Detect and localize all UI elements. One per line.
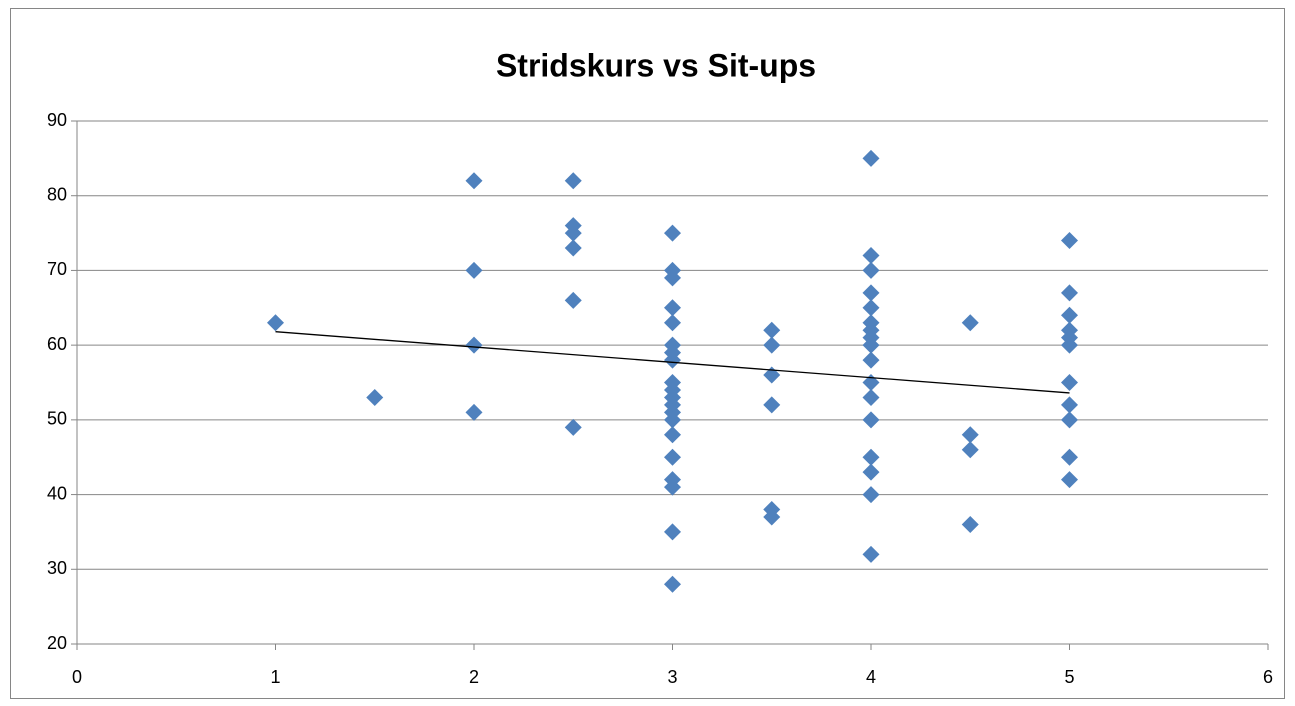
scatter-point	[1061, 336, 1078, 354]
scatter-point	[1061, 396, 1078, 414]
scatter-point	[465, 336, 483, 354]
x-tick-label: 1	[270, 667, 280, 687]
scatter-point	[961, 426, 979, 444]
scatter-point	[664, 426, 681, 444]
scatter-point	[862, 486, 880, 504]
y-tick-label: 90	[47, 110, 67, 130]
scatter-point	[664, 269, 681, 287]
scatter-point	[862, 299, 880, 317]
scatter-point	[1061, 374, 1078, 391]
scatter-point	[465, 403, 483, 421]
y-tick-label: 20	[47, 633, 67, 653]
x-tick-label: 2	[469, 667, 479, 687]
scatter-point	[862, 448, 880, 466]
y-tick-label: 40	[47, 483, 67, 503]
scatter-point	[564, 418, 582, 436]
scatter-point	[1061, 284, 1078, 302]
scatter-point	[465, 261, 483, 279]
scatter-point	[564, 172, 582, 190]
scatter-point	[1061, 471, 1078, 489]
scatter-point	[267, 314, 284, 332]
scatter-point	[1061, 448, 1078, 466]
scatter-point	[664, 478, 681, 496]
scatter-point	[763, 396, 781, 414]
y-tick-label: 80	[47, 184, 67, 204]
y-tick-label: 50	[47, 409, 67, 429]
scatter-point	[862, 411, 880, 429]
chart-frame	[10, 8, 1285, 699]
scatter-point	[1061, 411, 1078, 429]
x-tick-label: 3	[667, 667, 677, 687]
scatter-point	[664, 448, 681, 466]
x-tick-label: 4	[866, 667, 876, 687]
scatter-point	[564, 291, 582, 309]
scatter-point	[664, 575, 681, 593]
y-tick-label: 30	[47, 558, 67, 578]
x-tick-label: 5	[1064, 667, 1074, 687]
x-tick-label: 0	[72, 667, 82, 687]
scatter-point	[862, 388, 880, 406]
scatter-point	[664, 411, 681, 429]
scatter-point	[664, 523, 681, 541]
scatter-point	[862, 351, 880, 369]
scatter-point	[664, 224, 681, 242]
scatter-point	[862, 246, 880, 264]
scatter-point	[862, 261, 880, 279]
scatter-point	[862, 545, 880, 563]
scatter-point	[763, 336, 781, 354]
scatter-point	[564, 239, 582, 257]
scatter-point	[366, 388, 384, 406]
scatter-point	[1061, 232, 1078, 250]
scatter-point	[961, 515, 979, 533]
scatter-point	[664, 351, 681, 369]
scatter-point	[664, 299, 681, 317]
y-tick-label: 70	[47, 259, 67, 279]
x-tick-label: 6	[1263, 667, 1273, 687]
scatter-point	[763, 508, 781, 526]
trendline	[275, 331, 1070, 394]
scatter-point	[961, 314, 979, 332]
scatter-point	[862, 336, 880, 354]
chart-title: Stridskurs vs Sit-ups	[496, 47, 816, 83]
scatter-point	[1061, 306, 1078, 324]
scatter-point	[862, 284, 880, 302]
scatter-point	[763, 321, 781, 339]
scatter-point	[862, 149, 880, 167]
scatter-point	[961, 441, 979, 459]
scatter-point	[862, 463, 880, 481]
scatter-point	[664, 314, 681, 332]
scatter-point	[564, 224, 582, 242]
y-tick-label: 60	[47, 334, 67, 354]
scatter-point	[465, 172, 483, 190]
